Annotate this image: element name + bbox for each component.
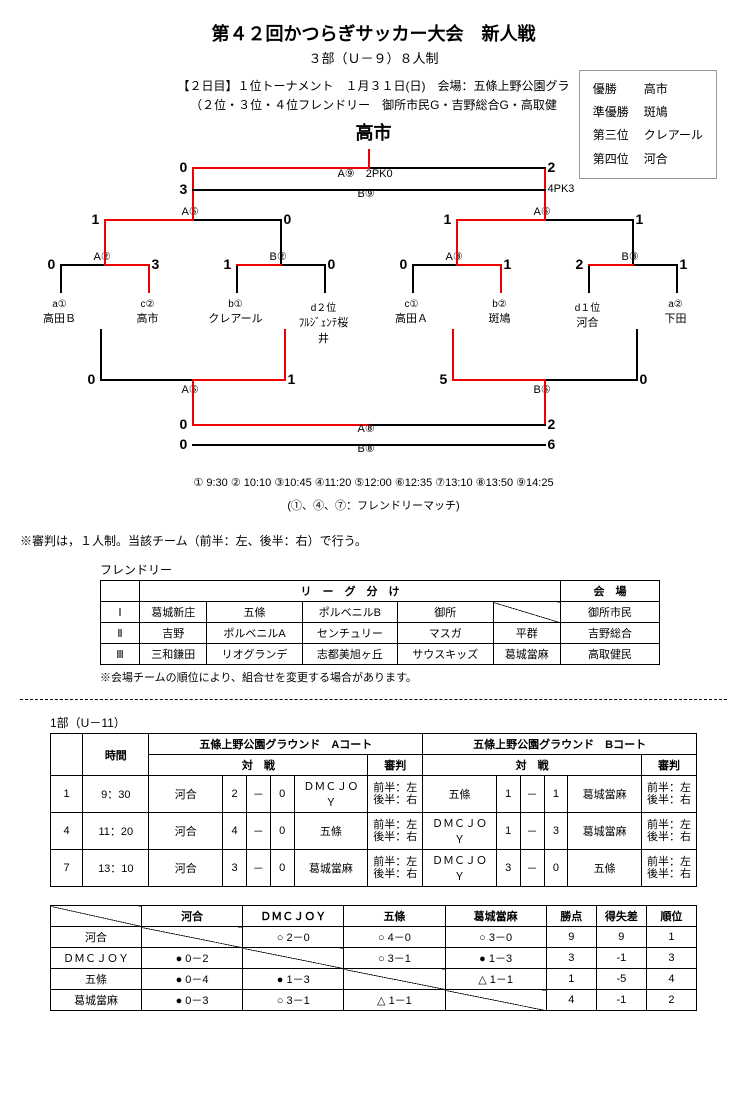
u11-table: 時間五條上野公園グラウンド Aコート五條上野公園グラウンド Bコート対 戦審判対…: [50, 733, 697, 887]
u11-label: 1部（U－11）: [50, 714, 727, 731]
standings-table: 河合ＤＭＣＪＯＹ五條葛城當麻勝点得失差順位河合○ 2－0○ 4－0○ 3－099…: [50, 905, 697, 1011]
divider: [20, 699, 727, 700]
friendly-table: リ ー グ 分 け会 場Ⅰ葛城新庄五條ポルベニルB御所御所市民Ⅱ吉野ポルベニルA…: [100, 580, 660, 665]
page-subtitle: ３部（Ｕ－９）８人制: [20, 48, 727, 67]
bracket: a①高田Ｂc②高市b①クレアールd２位ﾌﾙｼﾞｪﾝﾃ桜井c①高田Ａb②斑鳩d１位…: [44, 149, 704, 469]
friendly-label: フレンドリー: [100, 561, 727, 578]
friendly-note: ※会場チームの順位により、組合せを変更する場合があります。: [100, 669, 727, 685]
times-line-2: (①、④、⑦：フレンドリーマッチ): [20, 498, 727, 515]
page-title: 第４２回かつらぎサッカー大会 新人戦: [20, 20, 727, 46]
referee-note: ※審判は，１人制。当該チーム（前半：左、後半：右）で行う。: [20, 532, 727, 549]
times-line-1: ① 9:30 ② 10:10 ③10:45 ④11:20 ⑤12:00 ⑥12:…: [20, 475, 727, 492]
